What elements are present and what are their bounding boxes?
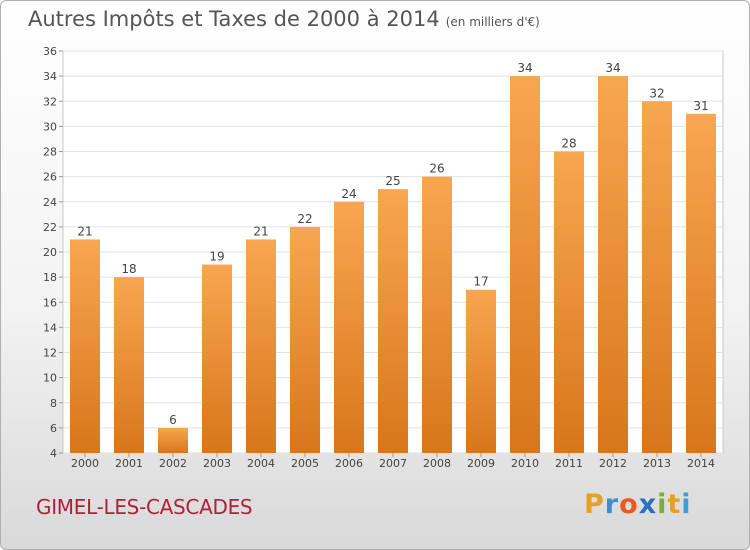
value-label-2003: 19 xyxy=(209,250,224,264)
value-label-2002: 6 xyxy=(169,413,177,427)
bar-2008 xyxy=(422,176,452,453)
chart-title: Autres Impôts et Taxes de 2000 à 2014 (en… xyxy=(28,7,540,31)
logo-letter-5: t xyxy=(667,489,682,520)
logo-letter-0: P xyxy=(584,489,605,520)
y-tick-label-22: 22 xyxy=(43,221,57,234)
bar-2002 xyxy=(158,427,188,453)
y-tick-label-28: 28 xyxy=(43,146,57,159)
y-tick-label-20: 20 xyxy=(43,246,57,259)
x-tick-label-2007: 2007 xyxy=(379,457,407,470)
y-tick-label-6: 6 xyxy=(50,422,57,435)
x-tick-label-2010: 2010 xyxy=(511,457,539,470)
value-label-2001: 18 xyxy=(121,262,136,276)
x-tick-label-2003: 2003 xyxy=(203,457,231,470)
x-tick-label-2011: 2011 xyxy=(555,457,583,470)
y-tick-label-36: 36 xyxy=(43,45,57,58)
value-label-2012: 34 xyxy=(605,61,620,75)
value-label-2000: 21 xyxy=(77,224,92,238)
y-tick-label-32: 32 xyxy=(43,95,57,108)
value-label-2009: 17 xyxy=(473,275,488,289)
bar-2003 xyxy=(202,264,232,453)
bar-2006 xyxy=(334,201,364,453)
value-label-2014: 31 xyxy=(693,99,708,113)
logo-letter-6: i xyxy=(681,489,692,520)
value-label-2008: 26 xyxy=(429,162,444,176)
bar-2004 xyxy=(246,239,276,453)
bar-2009 xyxy=(466,289,496,453)
logo-letter-2: o xyxy=(619,489,639,520)
x-tick-label-2000: 2000 xyxy=(71,457,99,470)
y-tick-label-34: 34 xyxy=(43,70,57,83)
x-tick-label-2013: 2013 xyxy=(643,457,671,470)
x-tick-label-2005: 2005 xyxy=(291,457,319,470)
x-tick-label-2009: 2009 xyxy=(467,457,495,470)
y-tick-label-14: 14 xyxy=(43,321,57,334)
bar-2007 xyxy=(378,189,408,453)
bar-2011 xyxy=(554,151,584,453)
chart-unit-subtitle: (en milliers d'€) xyxy=(445,15,540,29)
bar-2012 xyxy=(598,76,628,453)
x-tick-label-2012: 2012 xyxy=(599,457,627,470)
value-label-2011: 28 xyxy=(561,137,576,151)
y-tick-label-16: 16 xyxy=(43,296,57,309)
x-tick-label-2004: 2004 xyxy=(247,457,275,470)
value-label-2007: 25 xyxy=(385,174,400,188)
value-label-2004: 21 xyxy=(253,224,268,238)
bar-2010 xyxy=(510,76,540,453)
logo-letter-3: x xyxy=(638,489,658,520)
commune-name: GIMEL-LES-CASCADES xyxy=(36,495,253,519)
value-label-2010: 34 xyxy=(517,61,532,75)
value-label-2006: 24 xyxy=(341,187,356,201)
y-tick-label-10: 10 xyxy=(43,372,57,385)
bar-2014 xyxy=(686,113,716,453)
logo-letter-1: r xyxy=(604,489,620,520)
bar-2013 xyxy=(642,101,672,453)
x-tick-label-2008: 2008 xyxy=(423,457,451,470)
proxiti-logo: Proxiti xyxy=(584,489,692,520)
y-tick-label-8: 8 xyxy=(50,397,57,410)
value-label-2013: 32 xyxy=(649,86,664,100)
x-tick-label-2002: 2002 xyxy=(159,457,187,470)
bar-2005 xyxy=(290,226,320,453)
y-tick-label-30: 30 xyxy=(43,120,57,133)
logo-letter-4: i xyxy=(657,489,668,520)
x-tick-label-2006: 2006 xyxy=(335,457,363,470)
y-tick-label-12: 12 xyxy=(43,347,57,360)
bar-2000 xyxy=(70,239,100,453)
y-tick-label-18: 18 xyxy=(43,271,57,284)
y-tick-label-26: 26 xyxy=(43,171,57,184)
chart-title-text: Autres Impôts et Taxes de 2000 à 2014 xyxy=(28,7,440,31)
value-label-2005: 22 xyxy=(297,212,312,226)
x-tick-label-2014: 2014 xyxy=(687,457,715,470)
x-tick-label-2001: 2001 xyxy=(115,457,143,470)
bar-2001 xyxy=(114,277,144,453)
y-tick-label-24: 24 xyxy=(43,196,57,209)
y-tick-label-4: 4 xyxy=(50,447,57,460)
